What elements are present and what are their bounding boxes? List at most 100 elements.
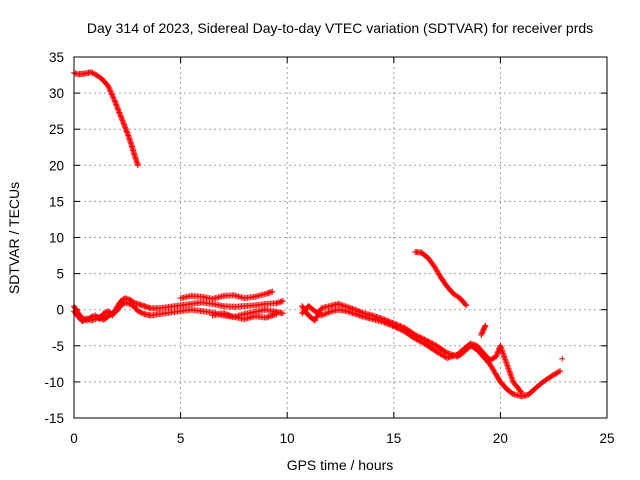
data-point [506,369,513,376]
data-point [119,117,126,124]
data-point [121,121,128,128]
data-point [269,288,276,295]
y-tick-label: -5 [52,339,64,354]
data-point [115,108,122,115]
y-tick-label: 15 [49,194,64,209]
data-point [478,330,485,337]
data-point [112,98,119,105]
y-tick-label: 25 [49,122,64,137]
data-point [504,362,511,369]
data-point [107,88,114,95]
data-point [116,109,123,116]
data-point [100,310,107,317]
data-points [71,69,566,400]
data-point [381,319,388,326]
data-point [442,349,449,356]
data-point [112,100,119,107]
x-tick-label: 5 [177,431,185,446]
data-point [136,308,143,315]
data-point [490,355,497,362]
y-axis-label: SDTVAR / TECUs [6,182,22,294]
data-point [108,90,115,97]
data-point [108,91,115,98]
data-point [414,337,421,344]
data-point [117,112,124,119]
x-tick-label: 20 [493,431,508,446]
data-point [505,366,512,373]
data-point [121,123,128,130]
data-point [115,106,122,113]
data-point [493,353,500,360]
data-point [384,320,391,327]
data-point [413,336,420,343]
series-arc-7 [299,303,525,396]
data-point [319,311,326,318]
data-point [497,342,504,349]
data-point [502,356,509,363]
data-point [390,323,397,330]
plot-frame [73,56,608,419]
y-tick-label: 20 [49,158,64,173]
data-point [479,329,486,336]
data-point [110,95,117,102]
data-point [109,310,116,317]
data-point [500,351,507,358]
series-arc-4 [177,288,276,302]
data-point [114,105,121,112]
data-point [111,97,118,104]
data-point [279,298,286,305]
data-point [127,301,134,308]
data-point [105,84,112,91]
data-point [110,309,117,316]
data-point [322,310,329,317]
data-point [504,363,511,370]
data-point [397,326,404,333]
y-tick-label: 35 [49,50,64,65]
data-point [114,104,121,111]
data-point [501,354,508,361]
data-point [478,331,485,338]
data-point [420,339,427,346]
data-point [555,368,562,375]
data-point [118,114,125,121]
data-point [116,110,123,117]
series-arc-1 [71,69,141,169]
data-point [482,322,489,329]
data-point [123,128,130,135]
y-tick-label: 0 [56,303,64,318]
data-point [506,368,513,375]
data-point [508,374,515,381]
data-point [313,314,320,321]
grid-lines [74,57,607,418]
data-point [388,322,395,329]
data-point [392,323,399,330]
data-point [393,324,400,331]
data-point [385,321,392,328]
data-point [495,348,502,355]
series-arc-9 [478,322,489,338]
data-point [508,372,515,379]
data-point [429,340,436,347]
data-point [92,316,99,323]
x-tick-label: 0 [70,431,78,446]
data-point [493,352,500,359]
data-point [412,335,419,342]
data-point [501,353,508,360]
x-tick-label: 25 [599,431,614,446]
data-point [507,371,514,378]
data-point [138,309,145,316]
data-point [486,357,493,364]
y-tick-label: -10 [44,375,64,390]
data-point [126,300,133,307]
data-point [140,310,147,317]
data-point [386,321,393,328]
data-point [503,360,510,367]
data-point [120,120,127,127]
data-point [494,350,501,357]
data-point [134,162,141,169]
y-tick-label: 10 [49,231,64,246]
data-point [389,322,396,329]
data-point [503,359,510,366]
data-point [559,355,566,362]
